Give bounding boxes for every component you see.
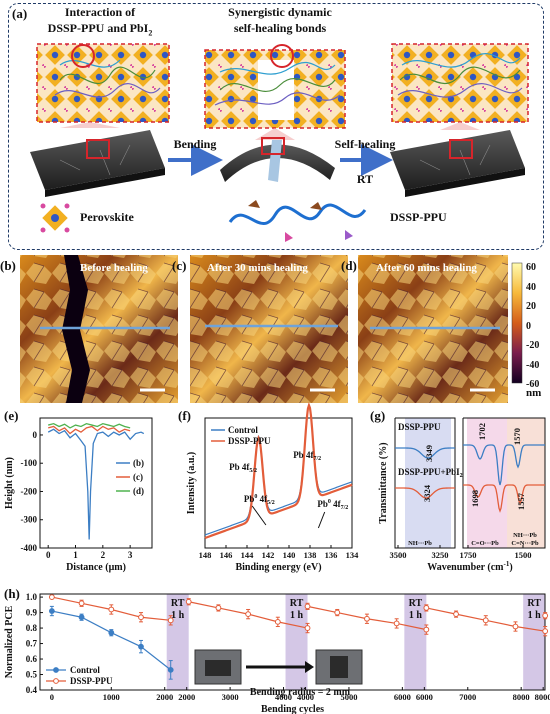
data-point-h (424, 606, 429, 611)
xlabel-h: Bending cycles (261, 704, 324, 714)
ytick-label-h: 0.7 (26, 639, 38, 649)
xtick-label-h: 2000 (156, 692, 173, 702)
data-point-h (275, 619, 280, 624)
data-point-h (365, 616, 370, 621)
rt-label: RT (290, 598, 304, 609)
data-point-h (246, 612, 251, 617)
data-point-h (79, 615, 84, 620)
xtick-label-h: 1000 (103, 692, 120, 702)
data-point-h (139, 615, 144, 620)
data-point-h (513, 624, 518, 629)
rt-label-time: 1 h (528, 610, 542, 621)
data-point-h (168, 618, 173, 623)
data-point-h (49, 595, 54, 600)
data-point-h (394, 621, 399, 626)
ytick-label-h: 0.8 (26, 623, 38, 633)
data-point-h (424, 627, 429, 632)
legend-label-h: DSSP-PPU (70, 676, 113, 686)
xtick-label-h: 3000 (222, 692, 239, 702)
xtick-label-h: 7000 (459, 692, 476, 702)
xtick-label-h: 6000 (394, 692, 411, 702)
rt-label: RT (171, 598, 185, 609)
legend-marker-h (54, 668, 59, 673)
ytick-label-h: 0.9 (26, 608, 38, 618)
ytick-label-h: 1.0 (26, 592, 38, 602)
data-point-h (139, 644, 144, 649)
inset-photos-h (195, 650, 362, 684)
xtick-label-h: 6000 (416, 692, 433, 702)
xtick-label-h: 8000 (535, 692, 550, 702)
data-point-h (483, 618, 488, 623)
series-line-h (52, 611, 171, 670)
ylabel-h: Normalized PCE (4, 605, 15, 678)
rt-label-time: 1 h (290, 610, 304, 621)
xtick-label-h: 8000 (513, 692, 530, 702)
data-point-h (49, 609, 54, 614)
data-point-h (109, 630, 114, 635)
data-point-h (186, 599, 191, 604)
data-point-h (543, 629, 548, 634)
ytick-label-h: 0.5 (26, 670, 38, 680)
xtick-label-h: 2000 (178, 692, 195, 702)
rt-label: RT (527, 598, 541, 609)
rt-label-time: 1 h (409, 610, 423, 621)
legend-marker-h (54, 679, 59, 684)
data-point-h (305, 604, 310, 609)
inset-photo-flat-device (205, 660, 231, 676)
data-point-h (79, 601, 84, 606)
data-point-h (168, 667, 173, 672)
inset-photo-bent-device (330, 656, 348, 678)
inset-arrow-head (305, 661, 314, 673)
data-point-h (454, 612, 459, 617)
bending-radius-label: Bending radius = 2 mm (250, 687, 351, 698)
data-point-h (335, 610, 340, 615)
ytick-label-h: 0.6 (26, 654, 38, 664)
rt-label: RT (409, 598, 423, 609)
data-point-h (109, 607, 114, 612)
ytick-label-h: 0.4 (26, 685, 38, 695)
data-point-h (543, 613, 548, 618)
legend-label-h: Control (70, 665, 100, 675)
data-point-h (216, 606, 221, 611)
data-point-h (305, 626, 310, 631)
xtick-label-h: 0 (50, 692, 54, 702)
